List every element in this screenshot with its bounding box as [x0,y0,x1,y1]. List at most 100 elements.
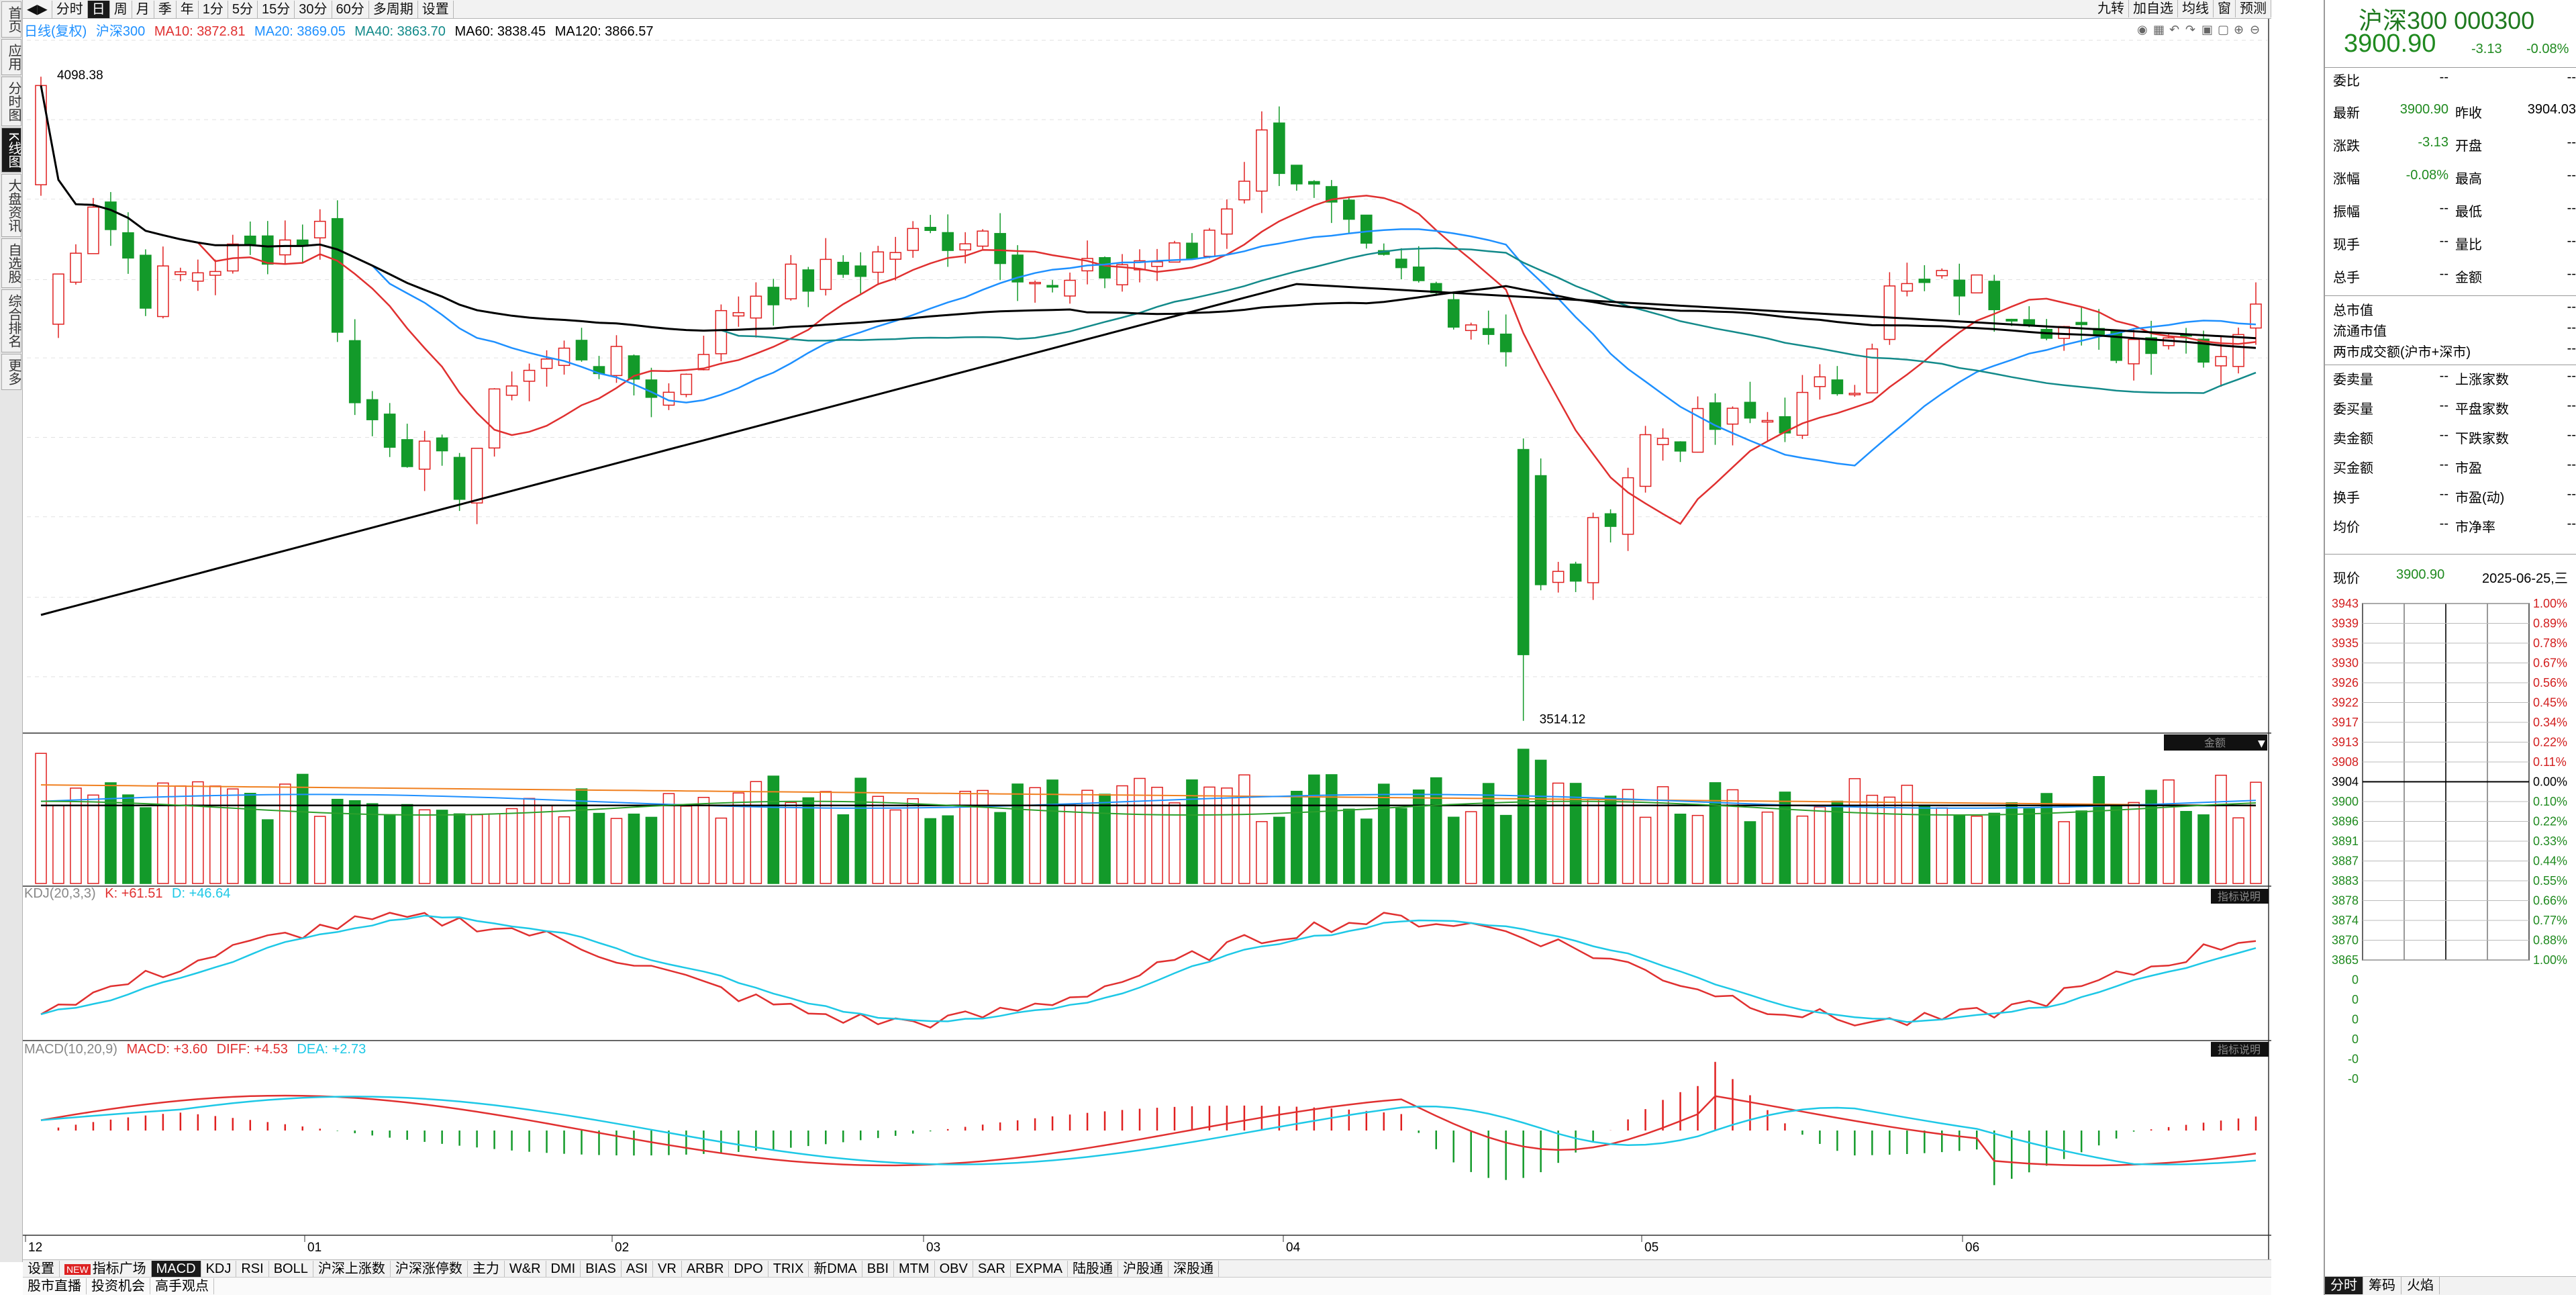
mini-axis-left: -0 [2348,1053,2359,1066]
chart-canvas[interactable]: 4131405939873914384337713699362635544098… [23,19,2271,1259]
zoom-out-icon[interactable]: ⊖ [2250,23,2260,37]
indicator-tab-0[interactable]: 设置 [23,1260,60,1277]
undo-icon[interactable]: ↶ [2169,23,2179,37]
volume-ma-line [40,794,2257,809]
indicator-tab-19[interactable]: MTM [894,1260,935,1277]
grid-icon[interactable]: ▦ [2153,23,2165,37]
legend-name: 沪深300 [95,24,146,39]
info-tab-0[interactable]: 股市直播 [23,1278,87,1294]
indicator-tab-17[interactable]: 新DMA [809,1260,862,1277]
indicator-tab-20[interactable]: OBV [935,1260,973,1277]
period-tab-8[interactable]: 15分 [258,0,295,18]
indicator-tab-2[interactable]: MACD [151,1260,201,1277]
mini-axis-right: 0.22% [2533,736,2567,749]
indicator-tab-22[interactable]: EXPMA [1011,1260,1068,1277]
indicator-tab-12[interactable]: ASI [622,1260,654,1277]
indicator-tab-25[interactable]: 深股通 [1169,1260,1219,1277]
kdj-legend: KDJ(20,3,3) K: +61.51 D: +46.64 [24,886,236,902]
nav-item-0[interactable]: 首页 [1,1,21,38]
period-tab-1[interactable]: 日 [87,0,110,18]
volume-label-box[interactable] [2164,734,2267,751]
indicator-tab-9[interactable]: W&R [505,1260,546,1277]
quote-label: 最新 [2333,106,2360,121]
dropdown-icon[interactable]: ▼ [2258,738,2265,749]
volume-bar [1779,792,1791,884]
volume-bar [1291,790,1303,884]
info-tab-2[interactable]: 高手观点 [150,1278,214,1294]
quote-tab-2[interactable]: 火焰 [2401,1277,2440,1294]
toolbar-right-button-1[interactable]: 加自选 [2129,0,2178,17]
quote-tab-1[interactable]: 筹码 [2363,1277,2401,1294]
quote-value: -- [2567,428,2576,442]
indicator-tab-14[interactable]: ARBR [682,1260,730,1277]
nav-item-5[interactable]: 自选股 [1,238,21,289]
period-tab-12[interactable]: 设置 [418,0,454,18]
indicator-tab-4[interactable]: RSI [236,1260,269,1277]
macd-badge[interactable] [2211,1042,2269,1057]
period-tab-5[interactable]: 年 [177,0,199,18]
indicator-tab-5[interactable]: BOLL [269,1260,313,1277]
indicator-tab-13[interactable]: VR [653,1260,682,1277]
macd-value: MACD: +3.60 [126,1042,208,1057]
period-tab-2[interactable]: 周 [110,0,132,18]
indicator-tab-24[interactable]: 沪股通 [1118,1260,1169,1277]
indicator-tab-11[interactable]: BIAS [581,1260,622,1277]
mini-axis-right: 0.44% [2533,855,2567,868]
nav-item-6[interactable]: 综合排名 [1,289,21,353]
indicator-tab-10[interactable]: DMI [546,1260,581,1277]
toolbar-right-button-0[interactable]: 九转 [2093,0,2129,17]
indicator-tab-21[interactable]: SAR [973,1260,1011,1277]
lock-icon[interactable]: ▣ [2201,23,2213,37]
indicator-tab-16[interactable]: TRIX [769,1260,809,1277]
quote-price: 3900.90 [2344,30,2436,58]
nav-item-3[interactable]: K线图 [1,128,21,173]
period-tab-0[interactable]: 分时 [52,0,88,18]
period-tab-9[interactable]: 30分 [295,0,332,18]
nav-item-2[interactable]: 分时图 [1,77,21,126]
candle-body [157,265,169,318]
kdj-badge[interactable] [2211,889,2269,904]
quote-tab-0[interactable]: 分时 [2325,1277,2363,1294]
mini-axis-right: 0.11% [2533,755,2567,769]
period-tab-10[interactable]: 60分 [332,0,369,18]
volume-bar [1430,777,1442,884]
kline-chart[interactable]: 4131405939873914384337713699362635544098… [23,19,2271,1259]
eye-icon[interactable]: ◉ [2137,23,2148,37]
toolbar-right-button-3[interactable]: 窗 [2214,0,2236,17]
indicator-tab-6[interactable]: 沪深上涨数 [313,1260,391,1277]
mini-axis-right: 0.45% [2533,696,2567,710]
volume-bar [1587,798,1599,884]
zoom-in-icon[interactable]: ⊕ [2234,23,2244,37]
volume-bar [2128,802,2140,884]
period-tab-3[interactable]: 月 [132,0,154,18]
indicator-tab-23[interactable]: 陆股通 [1068,1260,1118,1277]
indicator-tab-3[interactable]: KDJ [201,1260,237,1277]
indicator-tab-1[interactable]: NEW 指标广场 [60,1260,152,1277]
x-tick-label: 01 [307,1241,321,1255]
x-tick-label: 05 [1644,1241,1658,1255]
period-tab-7[interactable]: 5分 [228,0,258,18]
volume-bar [1814,806,1826,884]
redo-icon[interactable]: ↷ [2185,23,2195,37]
mini-axis-left: 3874 [2332,914,2359,927]
quote-label: 总市值 [2333,303,2373,318]
toolbar-right-button-4[interactable]: 预测 [2236,0,2271,17]
nav-item-7[interactable]: 更多 [1,354,21,391]
indicator-tab-8[interactable]: 主力 [468,1260,505,1277]
indicator-tab-18[interactable]: BBI [862,1260,895,1277]
nav-item-4[interactable]: 大盘资讯 [1,174,21,238]
toolbar-menu-icon[interactable]: ◀▶ [23,0,52,18]
period-tab-4[interactable]: 季 [154,0,177,18]
mini-axis-right: 0.10% [2533,795,2567,808]
nav-item-1[interactable]: 应用 [1,39,21,75]
camera-icon[interactable]: ▢ [2218,23,2229,37]
indicator-tab-15[interactable]: DPO [729,1260,769,1277]
indicator-tab-7[interactable]: 沪深涨停数 [391,1260,468,1277]
info-tab-1[interactable]: 投资机会 [87,1278,150,1294]
quote-label: 市盈 [2455,461,2482,476]
volume-bar [1936,807,1948,884]
toolbar-right-button-2[interactable]: 均线 [2178,0,2214,17]
period-tab-6[interactable]: 1分 [199,0,228,18]
mini-intraday-chart[interactable]: 3943 3939 3935 3930 3926 3922 3917 3913 3908 3904… [2325,597,2576,1094]
period-tab-11[interactable]: 多周期 [369,0,418,18]
